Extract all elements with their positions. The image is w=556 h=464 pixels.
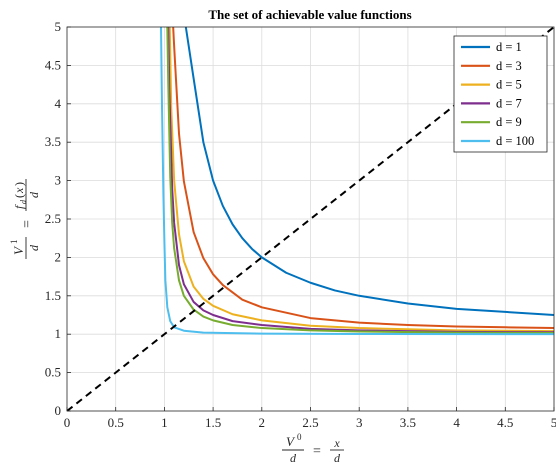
- svg-text:x: x: [333, 436, 340, 450]
- legend-label: d = 7: [496, 96, 522, 110]
- y-tick-label: 0.5: [45, 365, 61, 380]
- series-line-d-100: [159, 27, 554, 336]
- y-tick-label: 1: [55, 326, 62, 341]
- legend-label: d = 1: [496, 40, 522, 54]
- svg-text:=: =: [313, 444, 321, 459]
- legend-label: d = 3: [496, 59, 522, 73]
- y-axis-label: V 1 d = f d ( x ) d: [9, 179, 41, 259]
- series-line-d-5: [168, 27, 554, 333]
- y-tick-label: 2.5: [45, 211, 61, 226]
- x-tick-label: 2.5: [302, 415, 318, 430]
- series-line-d-1: [184, 27, 554, 316]
- y-tick-label: 1.5: [45, 288, 61, 303]
- svg-text:V: V: [11, 245, 26, 255]
- x-tick-label: 3: [356, 415, 363, 430]
- svg-text:d: d: [290, 451, 297, 464]
- x-tick-label: 4: [453, 415, 460, 430]
- x-tick-label: 0.5: [108, 415, 124, 430]
- y-tick-label: 4.5: [45, 57, 61, 72]
- legend-label: d = 5: [496, 78, 522, 92]
- svg-text:0: 0: [297, 432, 302, 442]
- svg-text:d: d: [19, 199, 28, 204]
- y-tick-label: 5: [55, 19, 62, 34]
- legend-label: d = 9: [496, 115, 522, 129]
- svg-text:f: f: [12, 204, 26, 209]
- svg-text:x: x: [12, 187, 26, 194]
- y-tick-label: 4: [55, 96, 62, 111]
- svg-text:V: V: [286, 434, 296, 449]
- x-tick-label: 4.5: [497, 415, 513, 430]
- x-axis-label: V 0 d = x d: [282, 432, 344, 464]
- x-tick-label: 0: [64, 415, 71, 430]
- series-line-d-3: [172, 27, 554, 330]
- chart-title: The set of achievable value functions: [208, 7, 411, 22]
- svg-text:1: 1: [9, 240, 19, 245]
- x-axis-ticks: 0 0.5 1 1.5 2 2.5 3 3.5 4 4.5 5: [64, 407, 556, 430]
- y-tick-label: 3.5: [45, 134, 61, 149]
- x-tick-label: 1.5: [205, 415, 221, 430]
- x-tick-label: 5: [551, 415, 556, 430]
- series-line-d-9: [166, 27, 554, 335]
- svg-text:d: d: [27, 244, 41, 251]
- x-tick-label: 1: [161, 415, 168, 430]
- legend-box: [453, 35, 548, 153]
- x-tick-label: 2: [259, 415, 266, 430]
- series-line-d-7: [167, 27, 554, 334]
- x-tick-label: 3.5: [400, 415, 416, 430]
- y-tick-label: 0: [55, 403, 62, 418]
- y-tick-label: 2: [55, 249, 62, 264]
- y-tick-label: 3: [55, 173, 62, 188]
- svg-text:=: =: [20, 220, 35, 228]
- legend-label: d = 100: [496, 134, 534, 148]
- y-axis-ticks: 0 0.5 1 1.5 2 2.5 3 3.5 4 4.5 5: [45, 19, 71, 418]
- svg-text:): ): [12, 182, 26, 186]
- svg-text:d: d: [334, 451, 341, 464]
- svg-text:(: (: [12, 194, 26, 198]
- legend: d = 1 d = 3 d = 5 d = 7 d = 9 d = 100: [453, 35, 548, 153]
- svg-text:d: d: [27, 191, 41, 198]
